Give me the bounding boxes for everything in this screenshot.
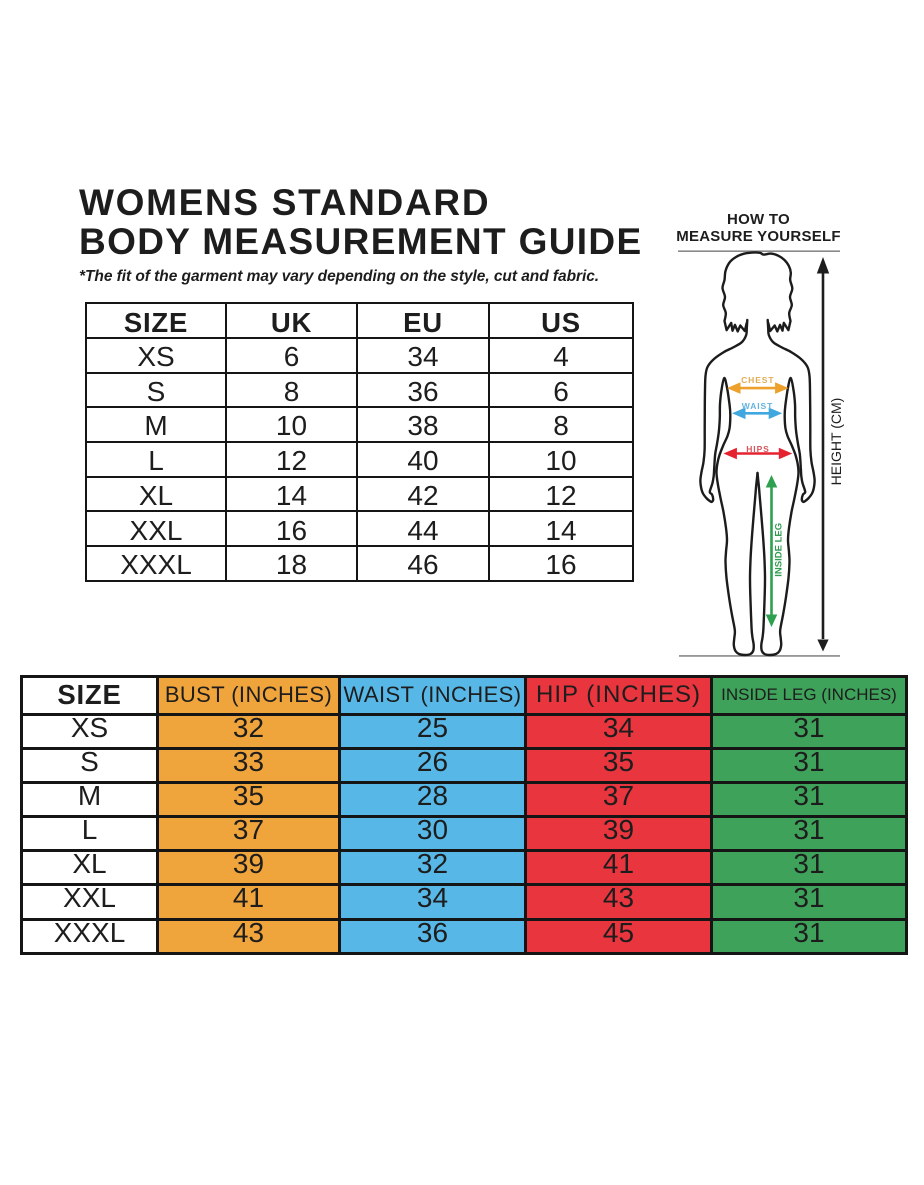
svg-text:CHEST: CHEST: [741, 375, 774, 385]
svg-text:HEIGHT (CM): HEIGHT (CM): [828, 398, 844, 486]
svg-text:INSIDE LEG: INSIDE LEG: [774, 523, 785, 577]
svg-text:HIPS: HIPS: [746, 444, 769, 454]
svg-text:WAIST: WAIST: [742, 401, 773, 411]
